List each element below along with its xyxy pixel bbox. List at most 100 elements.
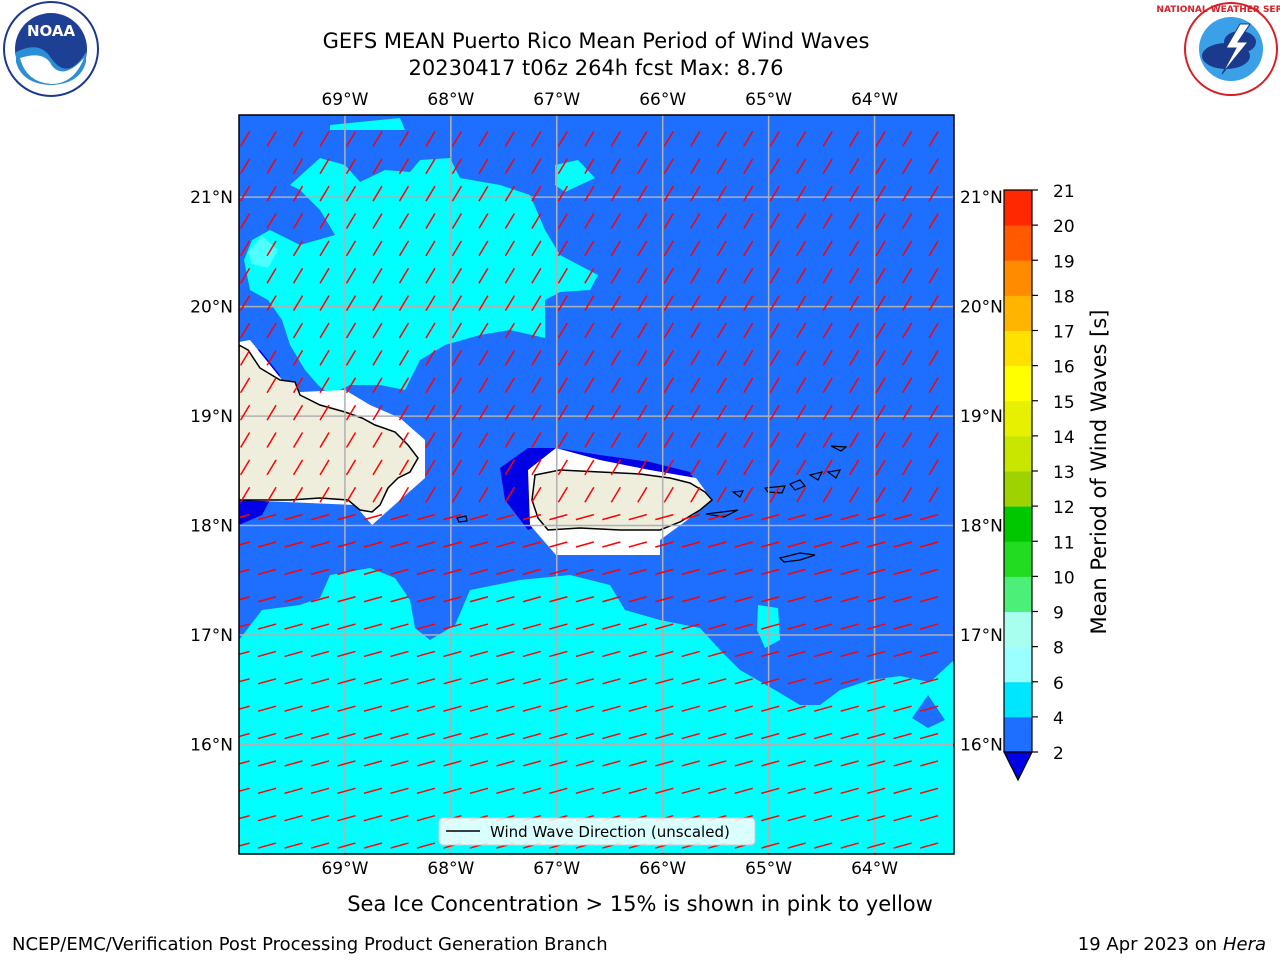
footer-branch: NCEP/EMC/Verification Post Processing Pr…	[12, 934, 608, 955]
x-tick-label: 66°W	[639, 859, 686, 879]
direction-arrow	[416, 814, 436, 822]
direction-arrow	[522, 650, 542, 658]
direction-arrow	[875, 295, 886, 312]
direction-arrow	[266, 404, 277, 421]
direction-arrow	[239, 541, 250, 546]
direction-arrow	[319, 377, 330, 394]
direction-arrow	[575, 623, 595, 630]
direction-arrow	[734, 678, 753, 685]
direction-arrow	[337, 814, 356, 822]
direction-arrow	[292, 185, 304, 202]
direction-arrow	[708, 623, 727, 630]
direction-arrow	[866, 760, 886, 767]
direction-arrow	[469, 623, 489, 630]
direction-arrow	[628, 732, 648, 740]
direction-arrow	[372, 131, 383, 147]
direction-arrow	[557, 486, 569, 503]
direction-arrow	[239, 131, 251, 147]
direction-arrow	[796, 404, 807, 421]
colorbar-segment	[1004, 576, 1032, 612]
direction-arrow	[637, 185, 648, 202]
direction-arrow	[628, 678, 648, 685]
direction-arrow	[875, 267, 886, 284]
noaa-logo-text: NOAA	[27, 22, 76, 40]
direction-arrow	[266, 185, 277, 202]
direction-arrow	[239, 623, 250, 628]
direction-arrow	[416, 705, 436, 712]
direction-arrow	[769, 240, 780, 257]
direction-arrow	[663, 185, 674, 202]
x-tick-label: 67°W	[533, 859, 580, 879]
direction-arrow	[637, 240, 648, 257]
direction-arrow	[663, 486, 674, 503]
direction-arrow	[708, 678, 727, 685]
direction-arrow	[681, 595, 700, 603]
x-tick-label: 67°W	[533, 90, 580, 110]
direction-arrow	[284, 541, 303, 548]
direction-arrow	[813, 541, 833, 548]
colorbar-segment	[1004, 506, 1032, 542]
direction-arrow	[284, 623, 303, 630]
direction-arrow	[478, 240, 489, 257]
direction-arrow	[849, 185, 860, 202]
direction-arrow	[655, 678, 674, 685]
direction-arrow	[451, 185, 463, 202]
direction-arrow	[266, 295, 277, 312]
direction-arrow	[443, 568, 462, 576]
direction-arrow	[398, 267, 410, 284]
direction-arrow	[787, 760, 806, 767]
direction-arrow	[681, 705, 700, 712]
colorbar-segment	[1004, 646, 1032, 683]
direction-arrow	[557, 267, 569, 284]
direction-arrow	[239, 432, 251, 448]
direction-arrow	[478, 349, 489, 366]
direction-arrow	[875, 459, 886, 476]
direction-arrow	[628, 623, 648, 630]
direction-arrow	[531, 349, 542, 366]
direction-arrow	[443, 650, 462, 658]
direction-arrow	[239, 732, 250, 738]
direction-arrow	[849, 377, 860, 394]
direction-arrow	[416, 595, 436, 603]
direction-arrow	[292, 213, 304, 229]
direction-arrow	[257, 760, 277, 767]
direction-arrow	[628, 705, 648, 712]
direction-arrow	[337, 842, 356, 849]
direction-arrow	[928, 240, 939, 257]
direction-arrow	[822, 295, 833, 312]
colorbar-tick-label: 11	[1053, 533, 1075, 553]
y-tick-label: 20°N	[960, 298, 1003, 318]
direction-arrow	[531, 432, 542, 448]
direction-arrow	[919, 705, 939, 712]
direction-arrow	[443, 541, 462, 548]
direction-arrow	[549, 732, 568, 740]
direction-arrow	[345, 486, 357, 503]
direction-arrow	[602, 678, 621, 685]
direction-arrow	[866, 650, 886, 658]
direction-arrow	[319, 349, 330, 366]
direction-arrow	[893, 760, 912, 767]
direction-arrow	[557, 185, 569, 202]
direction-arrow	[266, 240, 277, 257]
colorbar-segment	[1004, 716, 1032, 753]
direction-arrow	[522, 732, 542, 740]
land-virgin-islands	[705, 445, 848, 518]
direction-arrow	[478, 158, 489, 175]
direction-arrow	[716, 404, 727, 421]
direction-arrow	[266, 267, 277, 284]
x-tick-label: 68°W	[427, 90, 474, 110]
direction-arrow	[584, 322, 595, 339]
colorbar-tick-label: 17	[1053, 323, 1075, 343]
direction-arrow	[655, 541, 674, 548]
direction-arrow	[875, 377, 886, 394]
direction-arrow	[761, 842, 780, 849]
direction-arrow	[919, 595, 939, 603]
direction-arrow	[769, 158, 780, 175]
direction-arrow	[557, 322, 569, 339]
direction-arrow	[239, 787, 250, 793]
direction-arrow	[469, 678, 489, 685]
direction-arrow	[363, 541, 383, 548]
direction-arrow	[743, 322, 754, 339]
direction-arrow	[866, 787, 886, 795]
direction-arrow	[469, 705, 489, 712]
